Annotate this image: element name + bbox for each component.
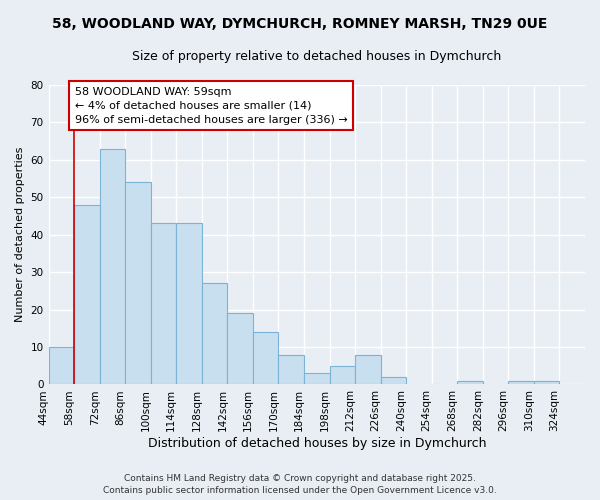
- Title: Size of property relative to detached houses in Dymchurch: Size of property relative to detached ho…: [132, 50, 502, 63]
- Bar: [278, 354, 304, 384]
- Bar: [227, 314, 253, 384]
- Bar: [151, 224, 176, 384]
- Bar: [253, 332, 278, 384]
- Bar: [355, 354, 380, 384]
- Bar: [49, 347, 74, 385]
- Text: 58 WOODLAND WAY: 59sqm
← 4% of detached houses are smaller (14)
96% of semi-deta: 58 WOODLAND WAY: 59sqm ← 4% of detached …: [75, 87, 348, 125]
- Bar: [304, 373, 329, 384]
- Bar: [329, 366, 355, 384]
- Bar: [176, 224, 202, 384]
- Bar: [74, 205, 100, 384]
- Bar: [125, 182, 151, 384]
- Text: 58, WOODLAND WAY, DYMCHURCH, ROMNEY MARSH, TN29 0UE: 58, WOODLAND WAY, DYMCHURCH, ROMNEY MARS…: [52, 18, 548, 32]
- Bar: [380, 377, 406, 384]
- Y-axis label: Number of detached properties: Number of detached properties: [15, 147, 25, 322]
- Bar: [202, 284, 227, 384]
- X-axis label: Distribution of detached houses by size in Dymchurch: Distribution of detached houses by size …: [148, 437, 486, 450]
- Bar: [100, 148, 125, 384]
- Bar: [457, 380, 483, 384]
- Bar: [534, 380, 559, 384]
- Text: Contains HM Land Registry data © Crown copyright and database right 2025.
Contai: Contains HM Land Registry data © Crown c…: [103, 474, 497, 495]
- Bar: [508, 380, 534, 384]
